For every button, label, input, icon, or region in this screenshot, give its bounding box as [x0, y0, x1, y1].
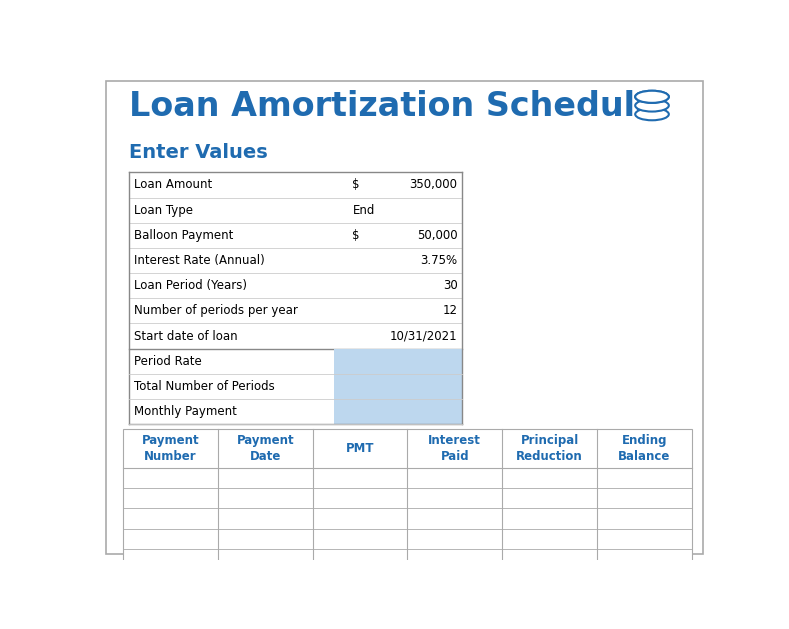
Ellipse shape — [635, 108, 669, 120]
Text: Balloon Payment: Balloon Payment — [134, 229, 234, 242]
Text: 350,000: 350,000 — [409, 179, 458, 191]
Text: Interest Rate (Annual): Interest Rate (Annual) — [134, 254, 265, 267]
Text: Principal
Reduction: Principal Reduction — [516, 434, 583, 463]
Bar — [123, 429, 692, 590]
Text: End: End — [353, 204, 375, 216]
Text: Monthly Payment: Monthly Payment — [134, 405, 237, 418]
Bar — [334, 374, 462, 399]
Text: Loan Type: Loan Type — [134, 204, 193, 216]
Ellipse shape — [635, 91, 669, 103]
Ellipse shape — [635, 99, 669, 111]
Text: $: $ — [353, 179, 360, 191]
Text: 50,000: 50,000 — [417, 229, 458, 242]
Bar — [334, 348, 462, 374]
Text: Enter Values: Enter Values — [129, 143, 268, 162]
Ellipse shape — [635, 91, 669, 103]
Text: Start date of loan: Start date of loan — [134, 330, 237, 343]
Text: Number of periods per year: Number of periods per year — [134, 304, 298, 318]
Text: 10/31/2021: 10/31/2021 — [390, 330, 458, 343]
Text: Period Rate: Period Rate — [134, 355, 202, 368]
Text: Total Number of Periods: Total Number of Periods — [134, 380, 275, 393]
Text: PMT: PMT — [346, 442, 374, 455]
Text: Loan Period (Years): Loan Period (Years) — [134, 279, 247, 292]
Text: 3.75%: 3.75% — [421, 254, 458, 267]
Text: $: $ — [353, 229, 360, 242]
Text: Payment
Date: Payment Date — [237, 434, 294, 463]
Text: 30: 30 — [443, 279, 458, 292]
Text: Interest
Paid: Interest Paid — [428, 434, 481, 463]
Text: Payment
Number: Payment Number — [142, 434, 200, 463]
Text: Loan Amount: Loan Amount — [134, 179, 212, 191]
Text: 12: 12 — [443, 304, 458, 318]
Text: Loan Amortization Schedule: Loan Amortization Schedule — [129, 91, 658, 123]
Bar — [334, 399, 462, 424]
Text: Ending
Balance: Ending Balance — [618, 434, 671, 463]
FancyBboxPatch shape — [106, 81, 703, 554]
